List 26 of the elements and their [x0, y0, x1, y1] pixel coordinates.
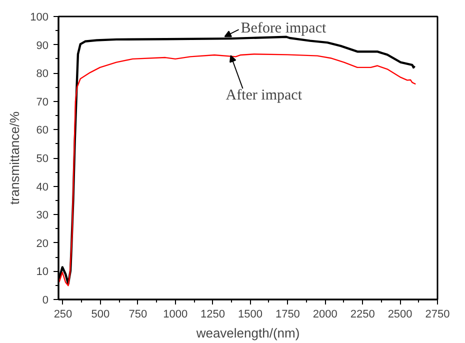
x-tick-label: 750: [128, 308, 148, 320]
x-axis-title: weavelength/(nm): [195, 326, 300, 340]
x-tick-label: 1500: [238, 308, 262, 320]
annotation: After impact: [226, 88, 303, 104]
x-tick-label: 2750: [425, 308, 450, 320]
y-tick-label: 40: [36, 181, 49, 194]
x-tick-label: 2000: [312, 308, 338, 320]
x-tick-label: 500: [91, 308, 110, 320]
y-tick-label: 90: [36, 40, 49, 52]
x-tick-label: 2250: [350, 308, 375, 320]
y-tick-label: 70: [36, 96, 49, 108]
annotation: Before impact: [240, 20, 327, 37]
x-tick-label: 1750: [275, 308, 300, 320]
y-axis-title: transmittance/%: [7, 110, 22, 205]
y-tick-label: 20: [36, 238, 49, 250]
y-tick-label: 50: [36, 153, 49, 165]
x-tick-label: 2500: [388, 308, 412, 320]
x-tick-label: 1000: [163, 308, 188, 320]
y-tick-label: 80: [36, 68, 49, 80]
y-tick-label: 100: [30, 12, 49, 24]
x-tick-label: 1250: [200, 308, 226, 320]
x-tick-label: 250: [54, 308, 72, 320]
y-tick-label: 60: [36, 124, 49, 137]
y-tick-label: 30: [36, 210, 49, 222]
y-tick-label: 10: [36, 266, 49, 278]
y-tick-label: 0: [42, 294, 49, 306]
